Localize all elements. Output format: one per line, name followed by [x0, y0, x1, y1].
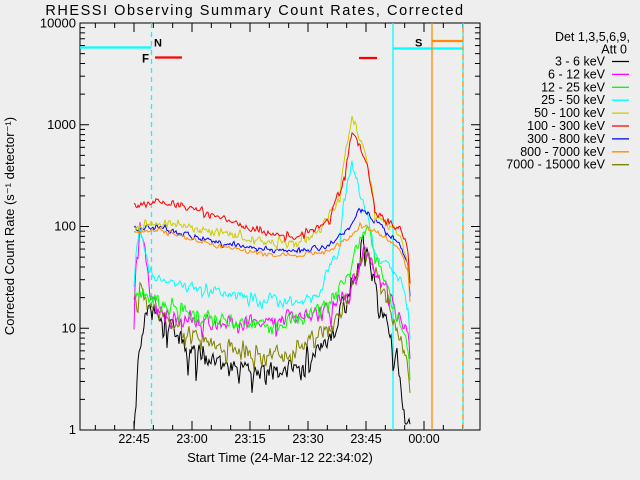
svg-text:23:45: 23:45	[350, 432, 381, 446]
svg-text:3 - 6 keV: 3 - 6 keV	[555, 55, 606, 69]
svg-text:12 - 25 keV: 12 - 25 keV	[541, 80, 606, 94]
svg-text:50 - 100 keV: 50 - 100 keV	[534, 106, 606, 120]
svg-text:RHESSI Observing Summary Count: RHESSI Observing Summary Count Rates, Co…	[45, 3, 464, 19]
svg-text:N: N	[154, 38, 162, 50]
svg-text:23:30: 23:30	[292, 432, 323, 446]
svg-text:22:45: 22:45	[118, 432, 149, 446]
svg-text:Corrected Count Rate (s⁻¹ dete: Corrected Count Rate (s⁻¹ detector⁻¹)	[2, 117, 17, 335]
svg-text:25 - 50 keV: 25 - 50 keV	[541, 93, 606, 107]
svg-text:100: 100	[54, 219, 76, 234]
svg-text:800 - 7000 keV: 800 - 7000 keV	[520, 145, 605, 159]
svg-text:10: 10	[62, 321, 76, 336]
svg-text:10000: 10000	[40, 16, 76, 31]
svg-text:100 - 300 keV: 100 - 300 keV	[527, 119, 605, 133]
svg-text:00:00: 00:00	[408, 432, 439, 446]
svg-text:Start Time (24-Mar-12 22:34:02: Start Time (24-Mar-12 22:34:02)	[187, 450, 373, 465]
svg-text:6 - 12 keV: 6 - 12 keV	[548, 67, 606, 81]
svg-text:300 - 800 keV: 300 - 800 keV	[527, 132, 605, 146]
svg-text:1: 1	[69, 422, 76, 437]
svg-text:7000 - 15000 keV: 7000 - 15000 keV	[506, 158, 605, 172]
svg-text:F: F	[142, 54, 149, 66]
svg-text:23:00: 23:00	[176, 432, 207, 446]
svg-text:1000: 1000	[47, 117, 76, 132]
svg-text:23:15: 23:15	[234, 432, 265, 446]
svg-text:Att 0: Att 0	[601, 43, 627, 57]
